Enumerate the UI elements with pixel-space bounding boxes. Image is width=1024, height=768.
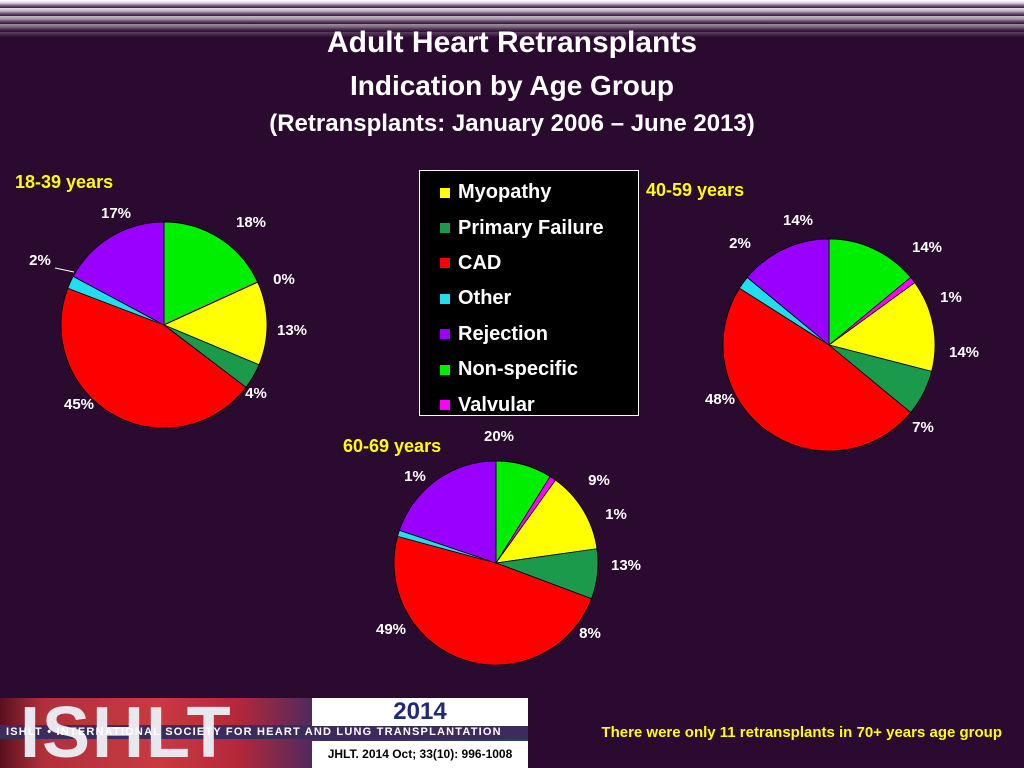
data-label: 18% xyxy=(236,214,266,231)
legend-item-myopathy: Myopathy xyxy=(420,175,638,210)
chart-legend: Myopathy Primary Failure CAD Other Rejec… xyxy=(419,170,639,416)
footer-note: There were only 11 retransplants in 70+ … xyxy=(601,724,1002,741)
legend-swatch xyxy=(440,329,450,340)
legend-swatch xyxy=(440,258,450,269)
legend-swatch xyxy=(440,364,450,375)
citation-box: JHLT. 2014 Oct; 33(10): 996-1008 xyxy=(312,741,528,768)
pie-slice-cad xyxy=(393,535,593,666)
logo-society-name: ISHLT • INTERNATIONAL SOCIETY FOR HEART … xyxy=(6,726,502,738)
legend-swatch xyxy=(440,400,450,411)
pie-slice-rejection xyxy=(72,221,165,326)
data-label: 4% xyxy=(245,385,267,402)
data-label: 0% xyxy=(273,271,295,288)
data-label: 20% xyxy=(484,428,514,445)
page-subtitle-dates: (Retransplants: January 2006 – June 2013… xyxy=(269,110,755,137)
data-label: 1% xyxy=(940,289,962,306)
legend-swatch xyxy=(440,223,450,234)
data-label: 14% xyxy=(783,212,813,229)
data-label: 1% xyxy=(605,506,627,523)
legend-label: Non-specific xyxy=(458,358,579,381)
label-leader-line xyxy=(54,267,75,273)
data-label: 8% xyxy=(579,625,601,642)
legend-label: Other xyxy=(458,287,512,310)
pie-slice-myopathy xyxy=(495,479,598,564)
legend-item-valvular: Valvular xyxy=(420,387,638,422)
pie-slice-rejection xyxy=(746,238,830,346)
year-box: 2014 xyxy=(312,698,528,726)
legend-label: Myopathy xyxy=(458,181,552,204)
chart-title: 60-69 years xyxy=(343,436,441,456)
data-label: 14% xyxy=(912,239,942,256)
logo-band xyxy=(0,725,528,739)
pie-slice-myopathy xyxy=(828,282,936,372)
data-label: 1% xyxy=(404,468,426,485)
data-label: 17% xyxy=(101,205,131,222)
data-label: 48% xyxy=(705,391,735,408)
legend-item-rejection: Rejection xyxy=(420,317,638,352)
legend-item-other: Other xyxy=(420,281,638,316)
chart-title: 18-39 years xyxy=(15,172,113,192)
footer-note-area xyxy=(528,698,1024,768)
legend-item-primary-failure: Primary Failure xyxy=(420,210,638,245)
data-label: 7% xyxy=(912,419,934,436)
legend-label: Primary Failure xyxy=(458,216,604,239)
header-stripes-fade xyxy=(0,0,1024,38)
data-label: 49% xyxy=(376,621,406,638)
pie-slice-myopathy xyxy=(163,281,268,366)
pie-slice-non-specific xyxy=(828,238,912,346)
page-title: Adult Heart Retransplants xyxy=(326,26,698,59)
legend-label: Rejection xyxy=(458,322,549,345)
pie-slice-cad xyxy=(60,287,247,429)
data-label: 2% xyxy=(29,252,51,269)
data-label: 9% xyxy=(588,472,610,489)
legend-item-non-specific: Non-specific xyxy=(420,352,638,387)
legend-label: Valvular xyxy=(458,393,535,416)
legend-swatch xyxy=(440,187,450,198)
pie-slice-non-specific xyxy=(163,221,259,326)
data-label: 13% xyxy=(277,322,307,339)
data-label: 2% xyxy=(729,235,751,252)
report-year: 2014 xyxy=(393,698,447,725)
legend-swatch xyxy=(440,293,450,304)
legend-item-cad: CAD xyxy=(420,246,638,281)
pie-slice-rejection xyxy=(398,460,497,564)
journal-citation: JHLT. 2014 Oct; 33(10): 996-1008 xyxy=(327,747,513,761)
legend-label: CAD xyxy=(458,251,502,274)
page-subtitle: Indication by Age Group xyxy=(349,70,675,101)
data-label: 14% xyxy=(949,344,979,361)
chart-title: 40-59 years xyxy=(646,180,744,200)
logo-wordmark: ISHLT xyxy=(20,698,233,768)
pie-slice-cad xyxy=(722,287,912,452)
data-label: 13% xyxy=(611,557,641,574)
data-label: 45% xyxy=(64,396,94,413)
